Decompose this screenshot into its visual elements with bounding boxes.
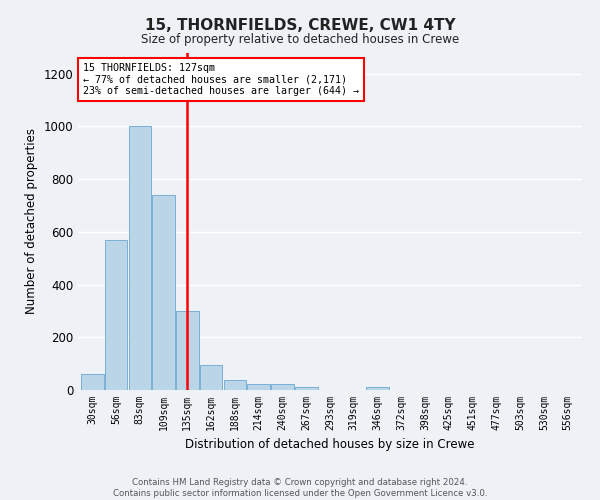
Bar: [200, 365, 223, 390]
Bar: [128, 126, 151, 390]
Text: 15 THORNFIELDS: 127sqm
← 77% of detached houses are smaller (2,171)
23% of semi-: 15 THORNFIELDS: 127sqm ← 77% of detached…: [83, 62, 359, 96]
Text: Contains HM Land Registry data © Crown copyright and database right 2024.
Contai: Contains HM Land Registry data © Crown c…: [113, 478, 487, 498]
Text: 15, THORNFIELDS, CREWE, CW1 4TY: 15, THORNFIELDS, CREWE, CW1 4TY: [145, 18, 455, 32]
Bar: [105, 240, 127, 390]
Y-axis label: Number of detached properties: Number of detached properties: [25, 128, 38, 314]
Bar: [224, 380, 246, 390]
Bar: [247, 384, 270, 390]
Bar: [271, 384, 294, 390]
X-axis label: Distribution of detached houses by size in Crewe: Distribution of detached houses by size …: [185, 438, 475, 452]
Bar: [295, 387, 317, 390]
Text: Size of property relative to detached houses in Crewe: Size of property relative to detached ho…: [141, 32, 459, 46]
Bar: [152, 195, 175, 390]
Bar: [366, 387, 389, 390]
Bar: [81, 374, 104, 390]
Bar: [176, 311, 199, 390]
